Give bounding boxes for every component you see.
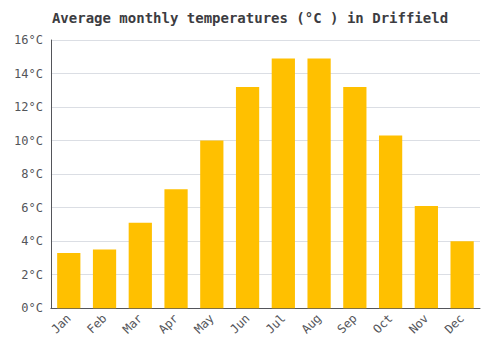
svg-text:Average monthly temperatures (: Average monthly temperatures (°C ) in Dr… (52, 10, 448, 26)
svg-text:Sep: Sep (335, 311, 360, 336)
svg-text:10°C: 10°C (14, 134, 43, 148)
svg-text:Apr: Apr (156, 311, 181, 336)
svg-text:Dec: Dec (442, 311, 467, 336)
svg-text:2°C: 2°C (21, 268, 43, 282)
svg-text:8°C: 8°C (21, 167, 43, 181)
svg-text:0°C: 0°C (21, 301, 43, 315)
svg-text:14°C: 14°C (14, 67, 43, 81)
svg-text:6°C: 6°C (21, 201, 43, 215)
svg-text:Oct: Oct (370, 311, 395, 336)
svg-text:Aug: Aug (299, 311, 324, 336)
svg-text:Feb: Feb (84, 311, 109, 336)
svg-text:4°C: 4°C (21, 234, 43, 248)
svg-text:Mar: Mar (120, 311, 145, 336)
svg-text:16°C: 16°C (14, 33, 43, 47)
svg-text:12°C: 12°C (14, 100, 43, 114)
svg-text:Jun: Jun (227, 311, 252, 336)
svg-text:May: May (192, 311, 217, 336)
svg-text:Jan: Jan (49, 311, 74, 336)
svg-text:Jul: Jul (263, 311, 288, 336)
svg-text:Nov: Nov (406, 311, 431, 336)
